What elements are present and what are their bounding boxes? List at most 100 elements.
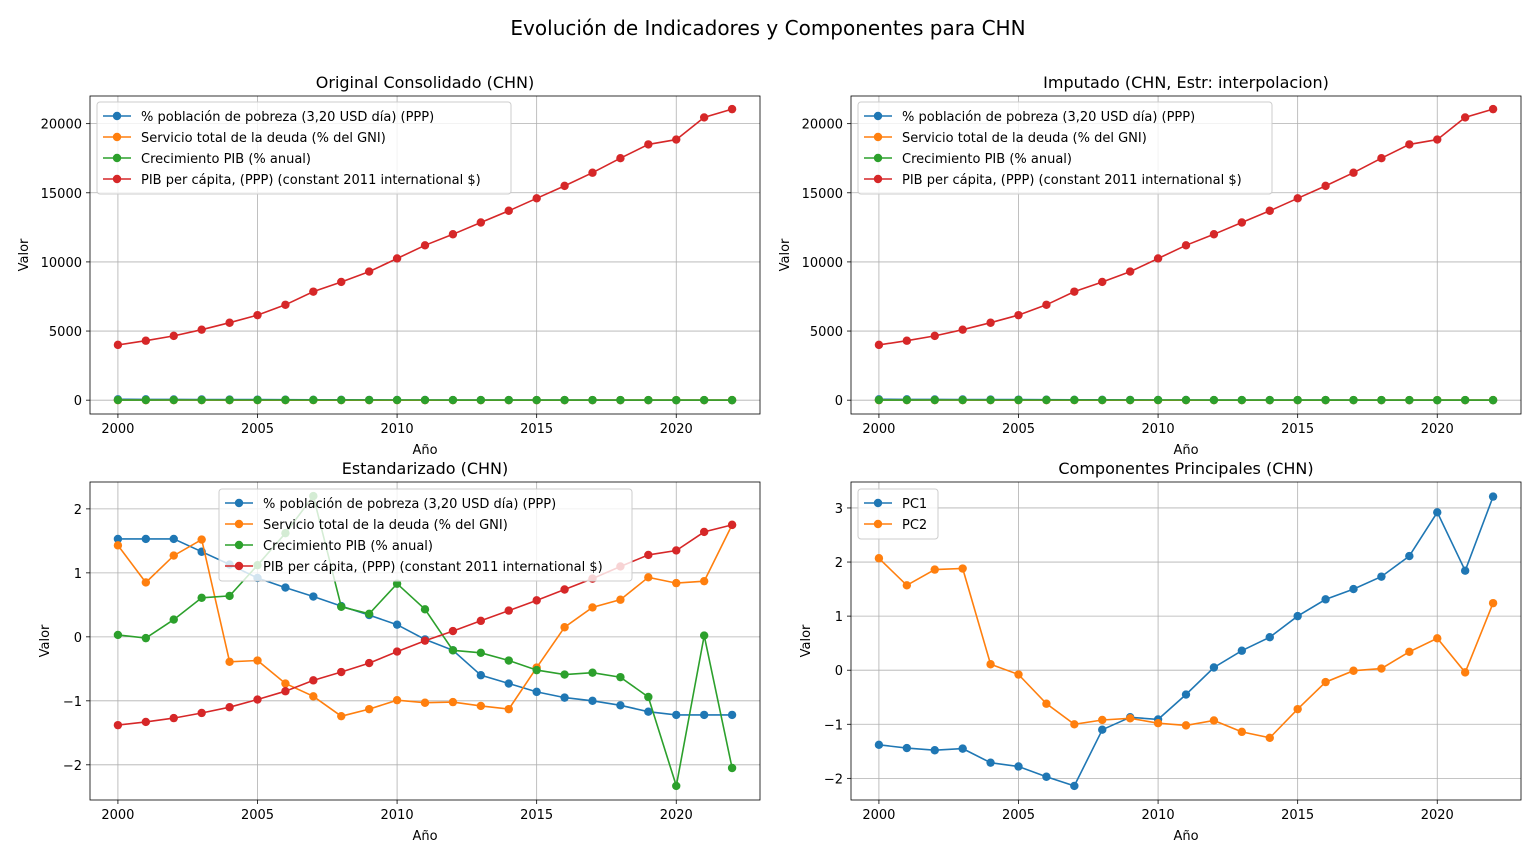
data-point xyxy=(1321,595,1330,604)
data-point xyxy=(309,692,318,701)
x-axis-label: Año xyxy=(412,829,437,844)
legend-box xyxy=(857,101,1273,195)
data-point xyxy=(392,695,402,705)
data-point xyxy=(337,277,346,287)
x-tick-label: 2015 xyxy=(1281,808,1314,823)
data-point xyxy=(1349,666,1358,675)
data-point xyxy=(1070,781,1079,791)
legend-label: PIB per cápita, (PPP) (constant 2011 int… xyxy=(141,173,481,188)
data-point xyxy=(1349,168,1358,177)
data-point xyxy=(337,395,346,405)
data-point xyxy=(197,325,206,334)
legend-marker xyxy=(112,174,122,184)
y-tick-label: 0 xyxy=(835,664,843,679)
data-point xyxy=(448,626,458,636)
y-tick-label: 1 xyxy=(835,610,843,625)
legend-marker xyxy=(234,519,244,529)
data-point xyxy=(1125,395,1135,405)
data-point xyxy=(1181,395,1191,405)
data-point xyxy=(930,331,939,341)
y-tick-label: 2 xyxy=(835,556,843,571)
data-point xyxy=(1014,762,1023,771)
data-point xyxy=(281,583,290,592)
legend-marker xyxy=(112,153,122,163)
legend-marker xyxy=(234,561,244,571)
chart-title: Estandarizado (CHN) xyxy=(342,459,509,478)
y-tick-label: 10000 xyxy=(41,256,82,271)
data-point xyxy=(560,623,569,632)
data-point xyxy=(1237,395,1247,405)
data-point xyxy=(1042,395,1051,405)
data-point xyxy=(113,534,123,544)
data-point xyxy=(1237,727,1247,737)
data-point xyxy=(930,746,939,755)
legend-label: % población de pobreza (3,20 USD día) (P… xyxy=(141,110,434,125)
x-tick-label: 2000 xyxy=(862,422,895,437)
data-point xyxy=(560,693,569,702)
data-point xyxy=(364,609,374,619)
data-point xyxy=(874,395,884,405)
data-point xyxy=(448,646,458,655)
data-point xyxy=(1488,492,1498,501)
x-tick-label: 2020 xyxy=(660,808,693,823)
data-point xyxy=(1098,715,1107,725)
y-tick-label: 15000 xyxy=(41,187,82,202)
legend-label: PC1 xyxy=(902,497,927,512)
data-point xyxy=(672,395,681,405)
data-point xyxy=(197,395,206,405)
data-point xyxy=(588,395,597,405)
data-point xyxy=(225,591,234,601)
x-tick-label: 2000 xyxy=(862,808,895,823)
data-point xyxy=(476,395,486,405)
data-point xyxy=(1070,720,1079,729)
chart-title: Imputado (CHN, Estr: interpolacion) xyxy=(1043,73,1329,92)
data-point xyxy=(1098,395,1107,405)
data-point xyxy=(1488,395,1498,405)
data-point xyxy=(169,395,178,405)
data-point xyxy=(281,300,290,309)
data-point xyxy=(253,310,262,320)
axes-frame xyxy=(850,481,1522,801)
data-point xyxy=(1377,395,1386,405)
chart-panel-3: 2000 2005 2010 2015 2020 −2 −1 0 1 2 Estandarizado… xyxy=(38,459,761,844)
data-point xyxy=(476,671,486,680)
data-point xyxy=(337,602,346,611)
legend-marker xyxy=(873,519,883,529)
x-tick-label: 2015 xyxy=(520,808,553,823)
legend-marker xyxy=(873,111,883,121)
data-point xyxy=(364,267,374,276)
data-point xyxy=(225,703,234,712)
y-axis-label: Valor xyxy=(778,238,793,271)
data-point xyxy=(1209,395,1219,405)
data-point xyxy=(169,713,178,723)
data-point xyxy=(364,704,374,714)
data-point xyxy=(1237,218,1247,227)
data-point xyxy=(930,565,939,574)
data-point xyxy=(476,701,486,711)
data-point xyxy=(902,395,912,405)
data-point xyxy=(699,113,709,122)
figure-title: Evolución de Indicadores y Componentes p… xyxy=(510,16,1025,40)
data-point xyxy=(225,657,234,666)
x-tick-label: 2015 xyxy=(520,422,553,437)
data-point xyxy=(1405,140,1414,149)
data-point xyxy=(1293,611,1302,621)
data-point xyxy=(1293,704,1302,714)
data-point xyxy=(986,395,995,405)
data-point xyxy=(1293,395,1302,405)
data-point xyxy=(504,656,513,665)
data-point xyxy=(1070,395,1079,405)
legend-label: % población de pobreza (3,20 USD día) (P… xyxy=(263,497,556,512)
data-point xyxy=(1321,395,1330,405)
x-tick-label: 2005 xyxy=(1002,808,1035,823)
data-point xyxy=(1181,241,1191,250)
data-point xyxy=(1014,310,1023,320)
data-point xyxy=(644,707,653,716)
legend-box xyxy=(96,101,512,195)
data-point xyxy=(476,218,486,227)
data-point xyxy=(1153,254,1163,263)
data-point xyxy=(392,579,402,588)
data-point xyxy=(874,554,884,563)
data-point xyxy=(169,534,178,544)
